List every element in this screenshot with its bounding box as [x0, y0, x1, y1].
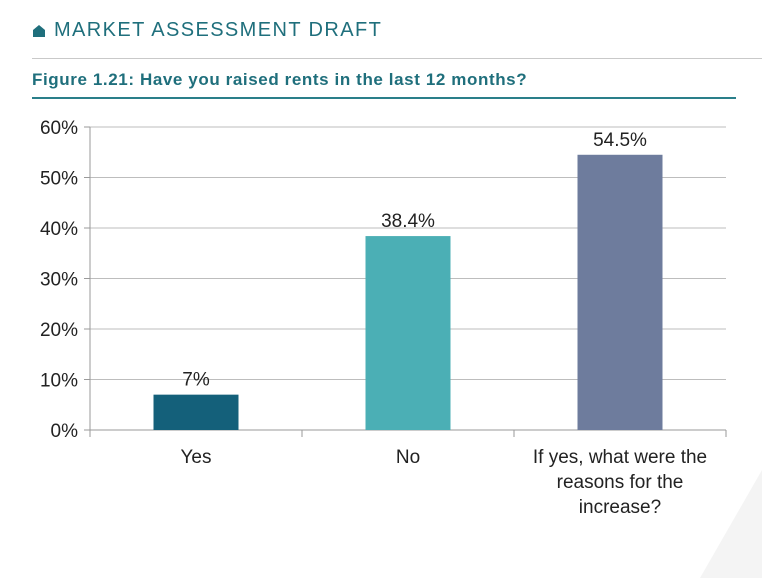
category-label: If yes, what were the — [533, 447, 707, 468]
figure-title-rule — [32, 97, 736, 99]
bar — [365, 236, 451, 430]
figure-title: Figure 1.21: Have you raised rents in th… — [32, 70, 528, 89]
y-tick-label: 0% — [51, 421, 79, 442]
page-header: MARKET ASSESSMENT DRAFT — [32, 18, 762, 59]
y-tick-label: 30% — [40, 270, 78, 291]
category-label: reasons for the — [557, 472, 684, 493]
bar — [577, 154, 663, 430]
house-icon — [33, 25, 45, 37]
y-tick-label: 20% — [40, 320, 78, 341]
category-label: increase? — [579, 497, 661, 518]
data-label: 38.4% — [381, 211, 435, 232]
data-label: 54.5% — [593, 130, 647, 151]
bar — [153, 394, 239, 430]
data-label: 7% — [182, 370, 210, 391]
y-tick-label: 60% — [40, 118, 78, 139]
category-label: Yes — [181, 447, 212, 468]
y-tick-label: 10% — [40, 371, 78, 392]
y-tick-label: 50% — [40, 169, 78, 190]
category-label: No — [396, 447, 420, 468]
header-title: MARKET ASSESSMENT DRAFT — [54, 19, 383, 41]
y-tick-label: 40% — [40, 219, 78, 240]
